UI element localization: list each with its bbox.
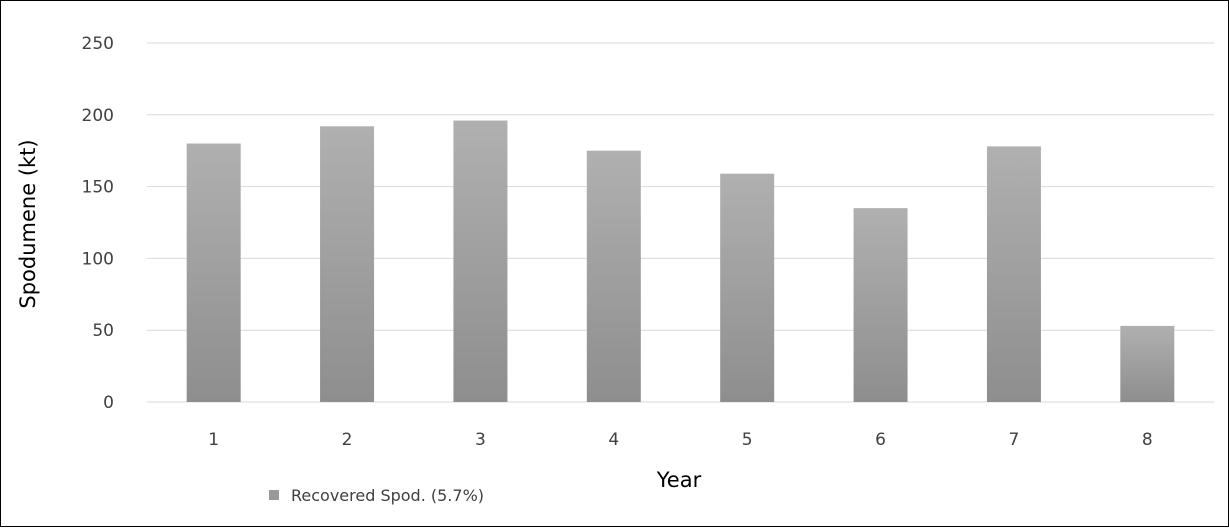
x-tick-label: 1: [208, 430, 219, 450]
x-axis-title: Year: [656, 468, 702, 492]
y-tick-label: 100: [82, 249, 114, 269]
x-tick-label: 7: [1009, 430, 1020, 450]
bar-year-2: [320, 126, 375, 403]
x-tick-label: 6: [875, 430, 886, 450]
x-tick-label: 8: [1142, 430, 1153, 450]
x-axis-ticks: 1 2 3 4 5 6 7 8: [208, 430, 1152, 450]
x-tick-label: 5: [742, 430, 753, 450]
y-tick-label: 50: [92, 321, 114, 341]
y-tick-label: 150: [82, 178, 114, 198]
bars: [186, 120, 1175, 403]
x-tick-label: 4: [608, 430, 619, 450]
bar-year-6: [853, 208, 908, 402]
bar-year-4: [586, 150, 641, 402]
y-tick-label: 200: [82, 106, 114, 126]
bar-year-1: [186, 143, 241, 402]
y-axis-title: Spodumene (kt): [16, 139, 40, 308]
x-tick-label: 2: [342, 430, 353, 450]
gridlines: [147, 42, 1214, 403]
bar-year-7: [986, 146, 1041, 402]
y-tick-label: 0: [103, 393, 114, 413]
x-tick-label: 3: [475, 430, 486, 450]
legend-marker: [269, 490, 279, 500]
legend: Recovered Spod. (5.7%): [269, 486, 484, 505]
y-tick-label: 250: [82, 34, 114, 54]
legend-label: Recovered Spod. (5.7%): [291, 486, 484, 505]
y-axis-ticks: 0 50 100 150 200 250: [82, 34, 114, 413]
bar-year-5: [720, 173, 775, 402]
bar-year-8: [1120, 325, 1175, 402]
bar-year-3: [453, 120, 508, 402]
